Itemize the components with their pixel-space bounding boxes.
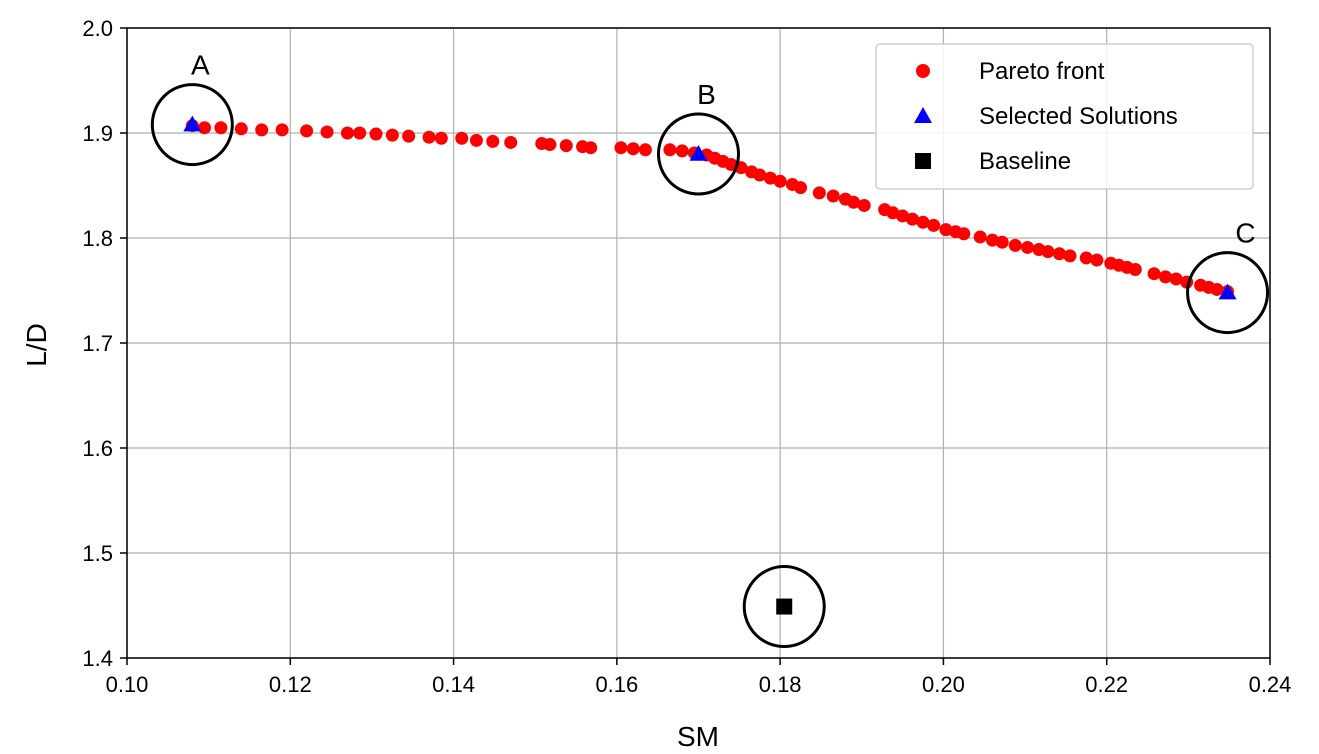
legend-label: Pareto front <box>979 58 1105 85</box>
pareto-point <box>504 135 518 149</box>
x-axis-title: SM <box>677 721 719 752</box>
pareto-point <box>1041 245 1055 259</box>
pareto-point <box>486 134 500 148</box>
x-tick-label: 0.20 <box>922 672 965 697</box>
x-tick-label: 0.14 <box>432 672 475 697</box>
pareto-point <box>939 223 953 237</box>
pareto-point <box>369 127 383 141</box>
pareto-point <box>663 143 677 157</box>
pareto-point <box>1021 240 1035 254</box>
pareto-point <box>724 158 738 171</box>
pareto-point <box>402 129 416 143</box>
legend: Pareto front Selected Solutions Baseline <box>875 43 1254 190</box>
pareto-point <box>638 143 652 157</box>
pareto-point <box>826 189 840 203</box>
pareto-point <box>916 215 930 229</box>
plot-frame <box>126 27 1271 659</box>
x-tick-label: 0.12 <box>269 672 312 697</box>
pareto-point <box>857 198 871 212</box>
y-tick-label: 1.7 <box>82 331 113 356</box>
pareto-point <box>1090 253 1104 267</box>
pareto-point <box>584 141 598 155</box>
x-tick-label: 0.22 <box>1085 672 1128 697</box>
baseline-marker <box>776 598 793 615</box>
legend-marker-baseline <box>915 153 931 169</box>
highlight-circle <box>150 83 234 167</box>
pareto-point <box>320 125 334 139</box>
pareto-point <box>1063 249 1077 263</box>
x-tick-label: 0.18 <box>759 672 802 697</box>
solution-label-b: B <box>697 79 716 110</box>
pareto-point <box>385 128 399 142</box>
x-tick-label: 0.16 <box>595 672 638 697</box>
pareto-point <box>626 142 640 156</box>
pareto-point <box>234 122 248 136</box>
x-tick-label: 0.10 <box>106 672 149 697</box>
pareto-point <box>763 171 777 185</box>
pareto-point <box>340 126 354 140</box>
solution-label-a: A <box>191 50 210 81</box>
pareto-point <box>753 168 767 182</box>
highlight-circle <box>657 112 740 196</box>
pareto-point <box>255 123 269 137</box>
legend-label: Selected Solutions <box>979 103 1178 130</box>
legend-box <box>875 43 1254 190</box>
pareto-point <box>1158 270 1172 284</box>
pareto-point <box>886 206 900 220</box>
pareto-point <box>1169 272 1183 286</box>
y-tick-label: 1.4 <box>82 646 113 671</box>
pareto-point <box>543 138 557 152</box>
pareto-point <box>422 130 436 144</box>
pareto-point <box>794 181 808 195</box>
pareto-point <box>1052 247 1066 261</box>
pareto-point <box>614 141 628 155</box>
y-tick-label: 1.9 <box>82 121 113 146</box>
legend-marker-selected <box>914 107 932 123</box>
selected-solution-marker <box>689 145 708 161</box>
pareto-point <box>300 124 314 138</box>
pareto-point <box>434 131 448 145</box>
data-points <box>183 115 1237 615</box>
pareto-point <box>198 121 212 135</box>
legend-label: Baseline <box>979 148 1071 175</box>
y-tick-label: 1.8 <box>82 226 113 251</box>
pareto-point <box>905 212 919 226</box>
pareto-point <box>1210 282 1224 296</box>
pareto-point <box>1128 263 1142 276</box>
y-tick-label: 1.5 <box>82 541 113 566</box>
pareto-point <box>353 126 367 140</box>
y-tick-label: 1.6 <box>82 436 113 461</box>
selected-solution-marker <box>1218 283 1237 300</box>
pareto-point <box>559 139 573 153</box>
pareto-point <box>995 235 1009 249</box>
pareto-point <box>214 121 228 135</box>
axes: 0.10 0.12 0.14 0.16 0.18 0.20 0.22 0.24 1.4 1.5 1.… <box>82 16 1291 697</box>
y-axis-title: L/D <box>21 323 52 367</box>
selected-solution-marker <box>183 115 202 132</box>
pareto-point <box>847 195 861 209</box>
pareto-point <box>469 133 483 147</box>
pareto-point <box>927 218 941 232</box>
pareto-point <box>973 230 987 244</box>
pareto-point <box>773 174 787 188</box>
pareto-point <box>812 186 826 200</box>
pareto-point <box>1147 267 1161 281</box>
pareto-point <box>455 131 469 145</box>
pareto-point <box>896 209 910 223</box>
annotations: A B C <box>150 50 1270 649</box>
pareto-point <box>675 144 689 158</box>
pareto-point <box>985 233 999 247</box>
highlight-circle <box>1186 251 1270 335</box>
pareto-point <box>957 227 971 241</box>
pareto-point <box>275 123 289 137</box>
pareto-point <box>1079 251 1093 265</box>
highlight-circle <box>742 565 826 649</box>
pareto-point <box>1008 238 1022 252</box>
x-tick-label: 0.24 <box>1249 672 1292 697</box>
legend-marker-pareto <box>916 64 930 78</box>
y-tick-label: 2.0 <box>82 16 113 41</box>
solution-label-c: C <box>1235 218 1255 249</box>
